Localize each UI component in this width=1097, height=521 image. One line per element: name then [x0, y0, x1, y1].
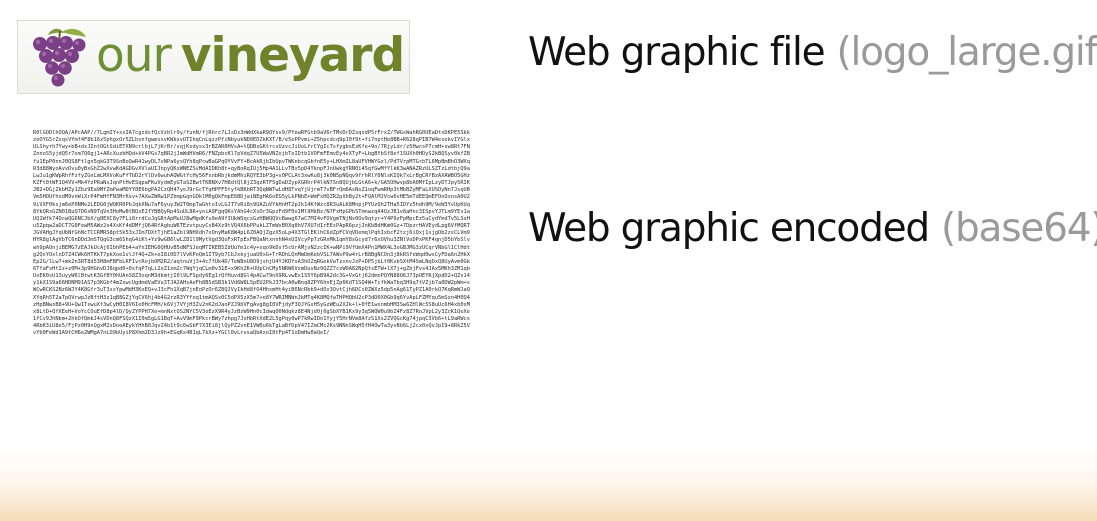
- caption-file-paren: (logo_large.gif): [836, 30, 1097, 75]
- logo-word-our: our: [96, 28, 172, 83]
- caption-encoded-main: Web graphic encoded: [528, 206, 930, 251]
- caption-web-graphic-file: Web graphic file (logo_large.gif): [528, 30, 1097, 75]
- caption-web-graphic-encoded: Web graphic encoded (base64): [528, 206, 1097, 251]
- logo-wordmark: our vineyard: [96, 21, 405, 95]
- base64-encoded-text: R0lGODlhOQA/APcAAP//7LgmIY+xxIA7cgzdsfQc…: [33, 130, 470, 337]
- grape-cluster-icon: [33, 28, 86, 87]
- caption-encoded-paren: (base64): [940, 206, 1097, 251]
- logo-word-vineyard: vineyard: [180, 28, 405, 83]
- logo: our vineyard: [17, 20, 410, 94]
- caption-file-main: Web graphic file: [528, 30, 826, 75]
